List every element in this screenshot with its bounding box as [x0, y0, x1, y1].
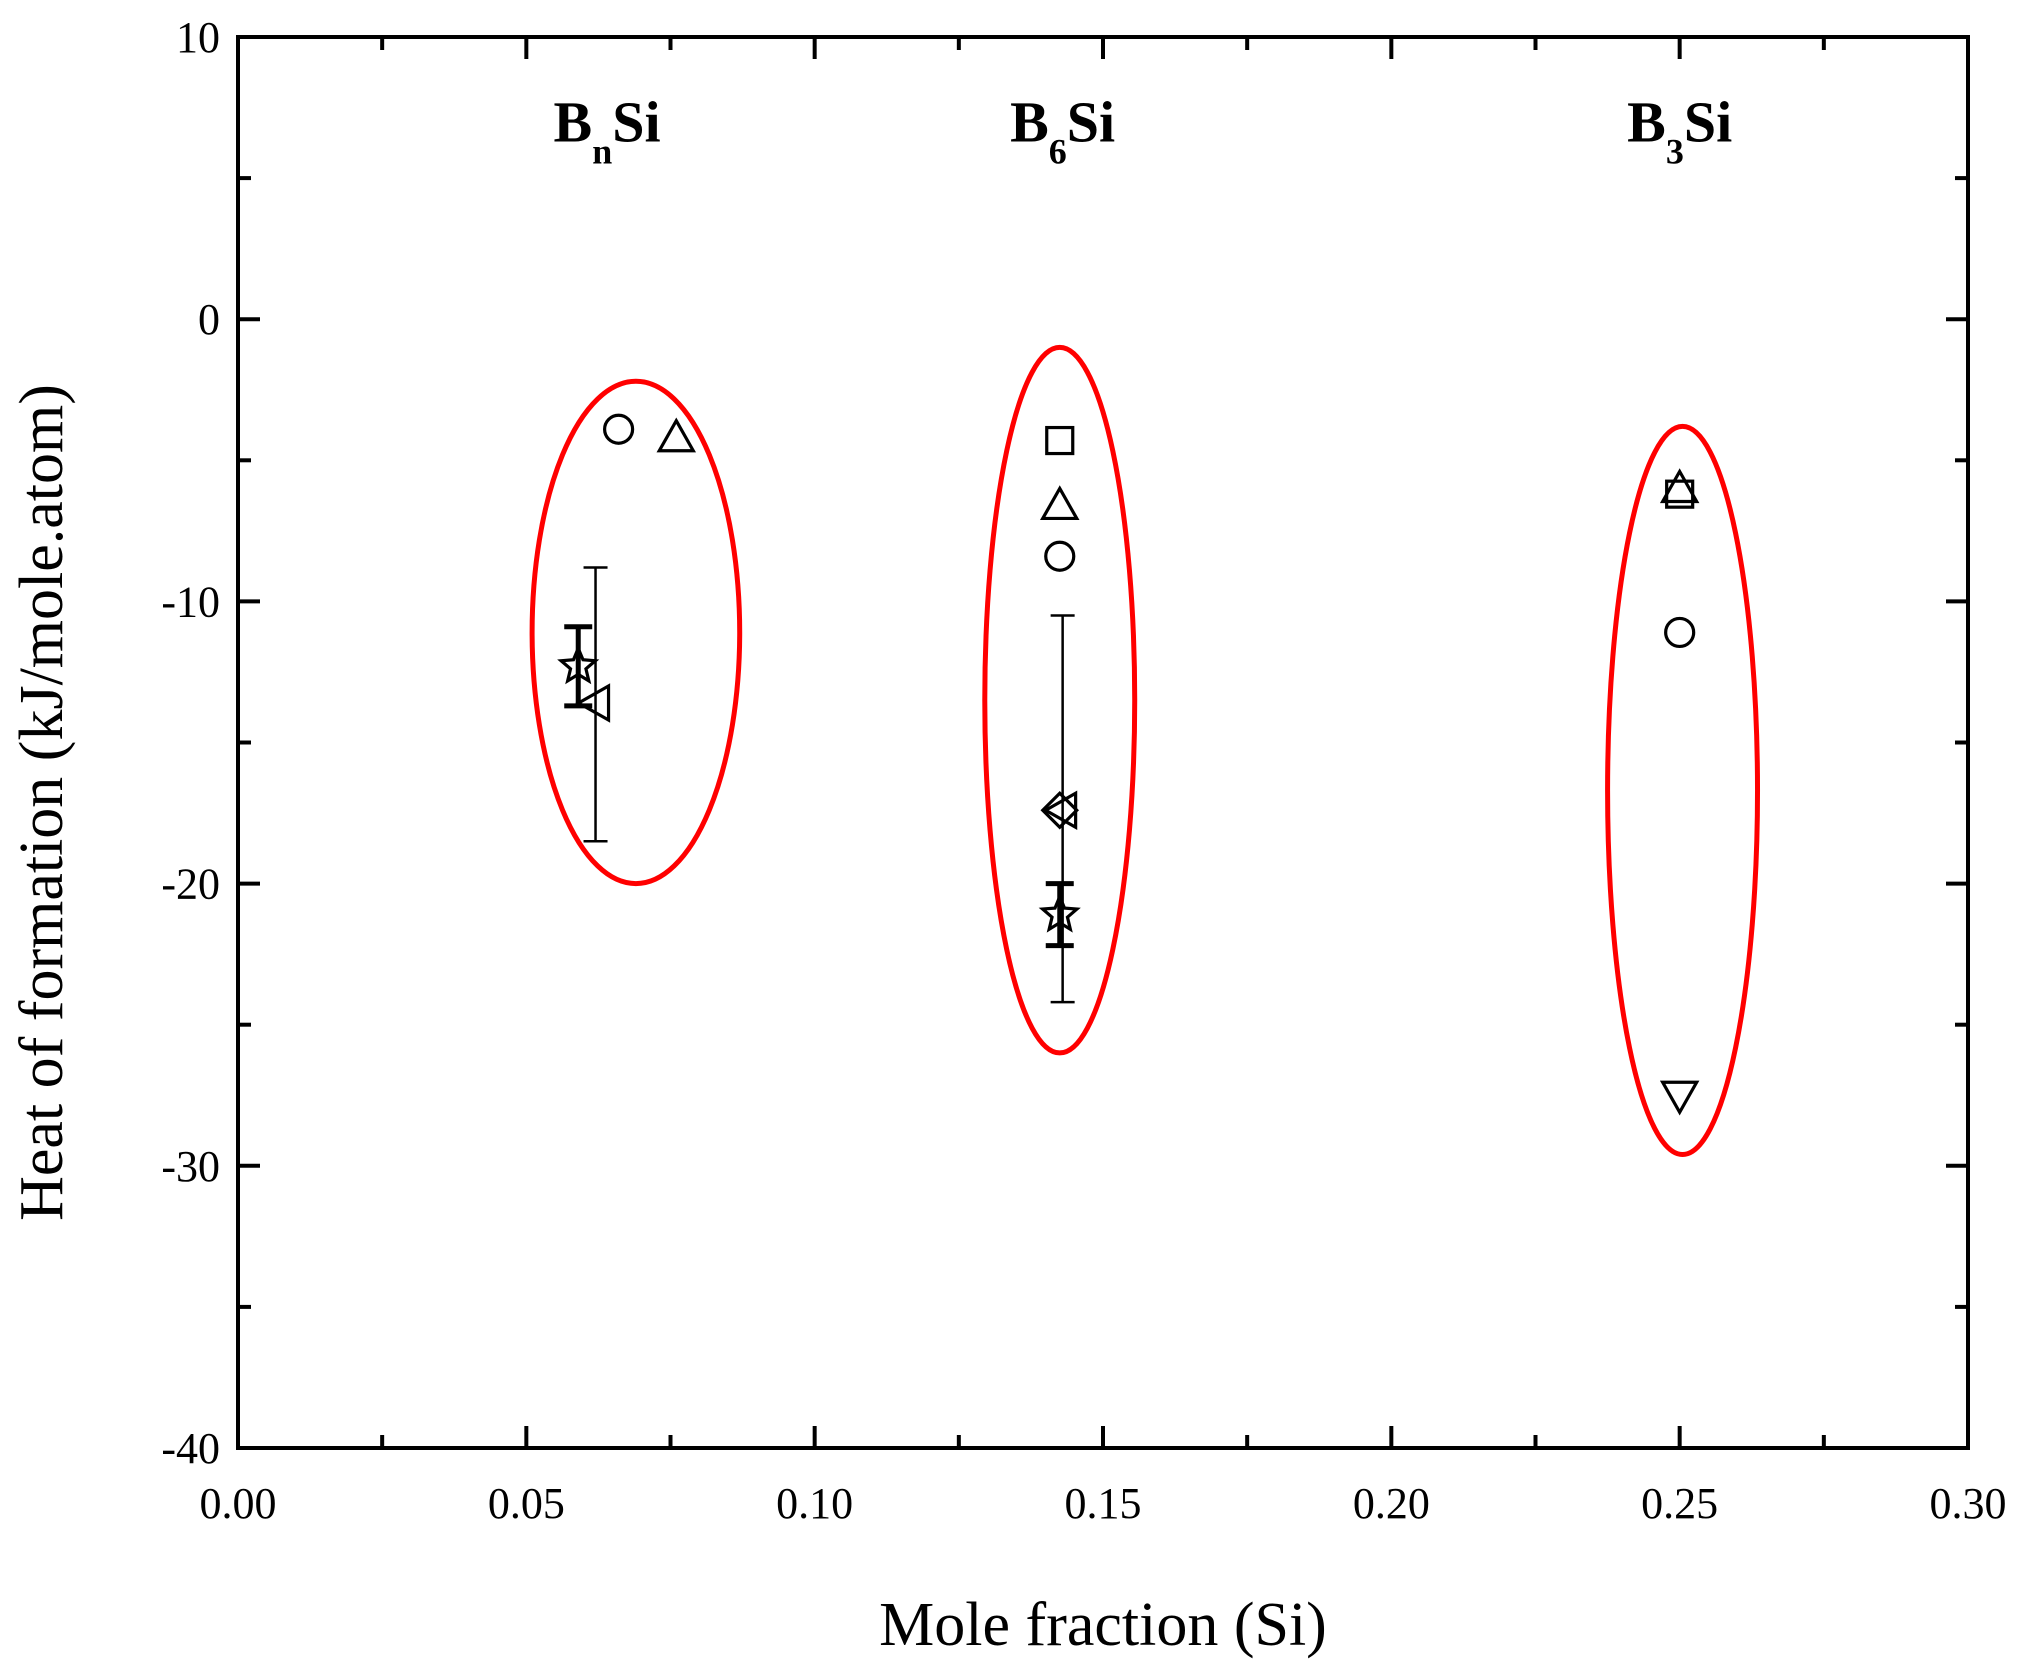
star-marker [557, 644, 600, 685]
x-axis-title: Mole fraction (Si) [879, 1591, 1327, 1659]
group-label: B3Si [1627, 89, 1732, 171]
group-ellipse [529, 378, 743, 887]
circle-marker [1664, 616, 1696, 649]
x-tick-labels: 0.00 0.05 0.10 0.15 0.20 0.25 0.30 [200, 1479, 2007, 1528]
y-tick-label: 0 [198, 295, 220, 344]
x-tick-label: 0.25 [1641, 1479, 1718, 1528]
square-marker [1045, 425, 1075, 456]
triangle-up-marker [1040, 485, 1080, 521]
triangle-up-marker [656, 417, 697, 453]
triangle-up-marker [1659, 468, 1700, 504]
x-tick-label: 0.10 [776, 1479, 853, 1528]
x-tick-label: 0.15 [1065, 1479, 1142, 1528]
square-marker [1665, 479, 1695, 509]
group-labels: BnSi B6Si B3Si [554, 89, 1733, 171]
circle-marker [1044, 540, 1076, 572]
star-marker [1038, 892, 1081, 933]
y-tick-label: -10 [161, 577, 220, 626]
y-axis-title: Heat of formation (kJ/mole.atom) [8, 384, 76, 1221]
y-tick-label: 10 [176, 13, 220, 62]
group-ellipse [1605, 423, 1761, 1158]
diamond-marker [1040, 790, 1080, 830]
group-ellipse [982, 344, 1138, 1056]
data-markers [557, 413, 1700, 1116]
plot-frame [236, 35, 1970, 1450]
y-tick-label: -40 [161, 1424, 220, 1473]
triangle-left-marker [575, 683, 611, 723]
y-tick-labels: 10 0 -10 -20 -30 -40 [161, 13, 220, 1473]
group-label: BnSi [554, 89, 661, 171]
triangle-left-marker [1042, 790, 1078, 830]
group-label: B6Si [1010, 89, 1115, 171]
triangle-down-marker [1659, 1080, 1700, 1116]
y-tick-label: -30 [161, 1142, 220, 1191]
highlight-ellipses [529, 344, 1761, 1158]
x-tick-label: 0.30 [1930, 1479, 2007, 1528]
error-bars [564, 566, 1075, 1004]
circle-marker [602, 413, 635, 445]
y-tick-label: -20 [161, 860, 220, 909]
x-tick-label: 0.20 [1353, 1479, 1430, 1528]
x-tick-label: 0.05 [488, 1479, 565, 1528]
x-tick-label: 0.00 [200, 1479, 277, 1528]
axis-ticks [236, 35, 1970, 1450]
